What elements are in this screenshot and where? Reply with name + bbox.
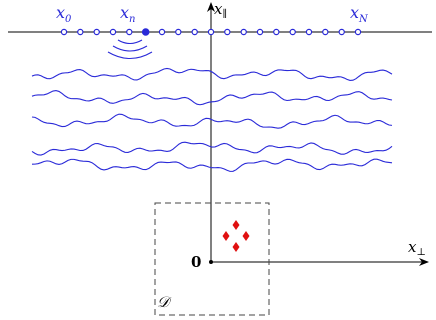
origin-dot <box>209 260 213 264</box>
sensor <box>240 28 247 36</box>
random-layer-wave <box>31 89 393 106</box>
sensor <box>305 28 313 36</box>
sensor <box>338 28 345 36</box>
sensor <box>289 28 296 36</box>
label-x0: x0 <box>56 3 72 25</box>
random-layer-wave <box>31 158 393 172</box>
scatterer <box>242 231 250 241</box>
sensor <box>126 28 133 36</box>
label-x-perp: x⊥ <box>408 238 426 258</box>
label-xN: xN <box>350 3 369 25</box>
sensor <box>256 28 264 36</box>
sensor <box>224 28 231 36</box>
sensor <box>273 28 280 36</box>
sensor-highlighted <box>141 28 150 36</box>
scatterer <box>232 220 240 230</box>
sensor <box>60 28 68 36</box>
random-layer-wave <box>31 141 393 156</box>
label-xn: xn <box>120 3 135 25</box>
random-layer-wave <box>31 113 393 129</box>
label-domain: 𝒟 <box>157 293 172 311</box>
domain-box <box>154 202 270 316</box>
sensor <box>77 28 84 36</box>
scatterer <box>222 231 230 241</box>
random-layer-wave <box>31 67 393 81</box>
sensor <box>175 28 182 36</box>
sensor <box>207 28 215 36</box>
sensor <box>354 28 362 36</box>
sensor <box>158 28 166 36</box>
sensor-array <box>60 28 362 36</box>
sensor <box>109 28 117 36</box>
scatterer <box>232 242 240 252</box>
label-origin: 0 <box>191 253 201 271</box>
sensor <box>93 28 100 36</box>
random-medium-layers <box>31 67 393 172</box>
sensor <box>191 28 198 36</box>
label-x-parallel: x∥ <box>214 0 227 20</box>
sensor <box>322 28 329 36</box>
emission-arcs <box>107 39 153 60</box>
scatterer-cluster <box>222 220 250 252</box>
